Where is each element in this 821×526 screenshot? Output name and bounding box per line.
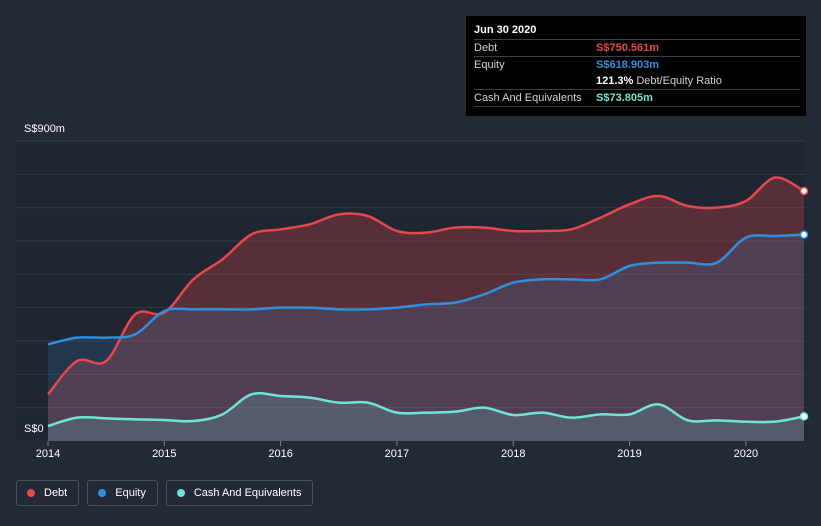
legend-equity-label: Equity <box>115 487 146 499</box>
gridlines <box>16 140 805 409</box>
tooltip-cash-row: Cash And Equivalents S$73.805m <box>474 89 800 106</box>
legend-debt-label: Debt <box>44 487 68 499</box>
cash-end-marker <box>799 412 809 421</box>
x-tick-label: 2014 <box>36 448 60 460</box>
cash-line <box>47 391 805 428</box>
tooltip-debt-label: Debt <box>474 42 498 54</box>
legend: Debt Equity Cash And Equivalents <box>16 480 314 506</box>
equity-line <box>47 233 805 346</box>
x-tick-label: 2018 <box>501 448 525 460</box>
x-tick-label: 2019 <box>617 448 641 460</box>
tooltip-debt-row: Debt S$750.561m <box>474 39 800 56</box>
y-axis-top-label: S$900m <box>24 123 65 135</box>
x-axis-ticks: 2014 2015 2016 2017 2018 2019 2020 <box>36 441 758 460</box>
equity-end-marker <box>799 230 809 239</box>
legend-item-debt[interactable]: Debt <box>16 480 80 506</box>
tooltip-cash-value: S$73.805m <box>596 92 653 104</box>
tooltip-equity-value: S$618.903m <box>596 59 659 71</box>
plot-background <box>16 141 805 441</box>
x-tick-label: 2015 <box>152 448 176 460</box>
legend-item-equity[interactable]: Equity <box>87 480 158 506</box>
tooltip-equity-label: Equity <box>474 59 505 71</box>
series-end-markers <box>799 186 809 421</box>
tooltip-date: Jun 30 2020 <box>474 24 537 36</box>
x-tick-label: 2020 <box>734 448 758 460</box>
debt-end-marker <box>799 186 809 196</box>
x-tick-label: 2017 <box>385 448 409 460</box>
debt-line <box>47 176 805 396</box>
cash-dot-icon <box>176 489 185 497</box>
series-lines <box>47 176 805 428</box>
tooltip-cash-label: Cash And Equivalents <box>474 92 582 104</box>
debt-dot-icon <box>27 489 35 497</box>
legend-cash-label: Cash And Equivalents <box>193 487 302 499</box>
plot-area <box>16 141 805 441</box>
equity-area <box>48 234 804 441</box>
tooltip-equity-row: Equity S$618.903m <box>474 56 800 73</box>
tooltip-ratio-value: 121.3% <box>596 75 634 87</box>
tooltip-ratio-row: 121.3% Debt/Equity Ratio <box>474 73 800 89</box>
legend-item-cash[interactable]: Cash And Equivalents <box>165 480 314 506</box>
debt-area <box>48 177 804 441</box>
x-tick-label: 2016 <box>268 448 292 460</box>
tooltip-panel: Jun 30 2020 Debt S$750.561m Equity S$618… <box>466 16 806 116</box>
tooltip-debt-value: S$750.561m <box>596 42 659 54</box>
tooltip-ratio-label: Debt/Equity Ratio <box>636 75 722 87</box>
equity-dot-icon <box>98 489 107 497</box>
y-axis-bottom-label: S$0 <box>24 423 44 435</box>
series-areas <box>48 177 804 441</box>
